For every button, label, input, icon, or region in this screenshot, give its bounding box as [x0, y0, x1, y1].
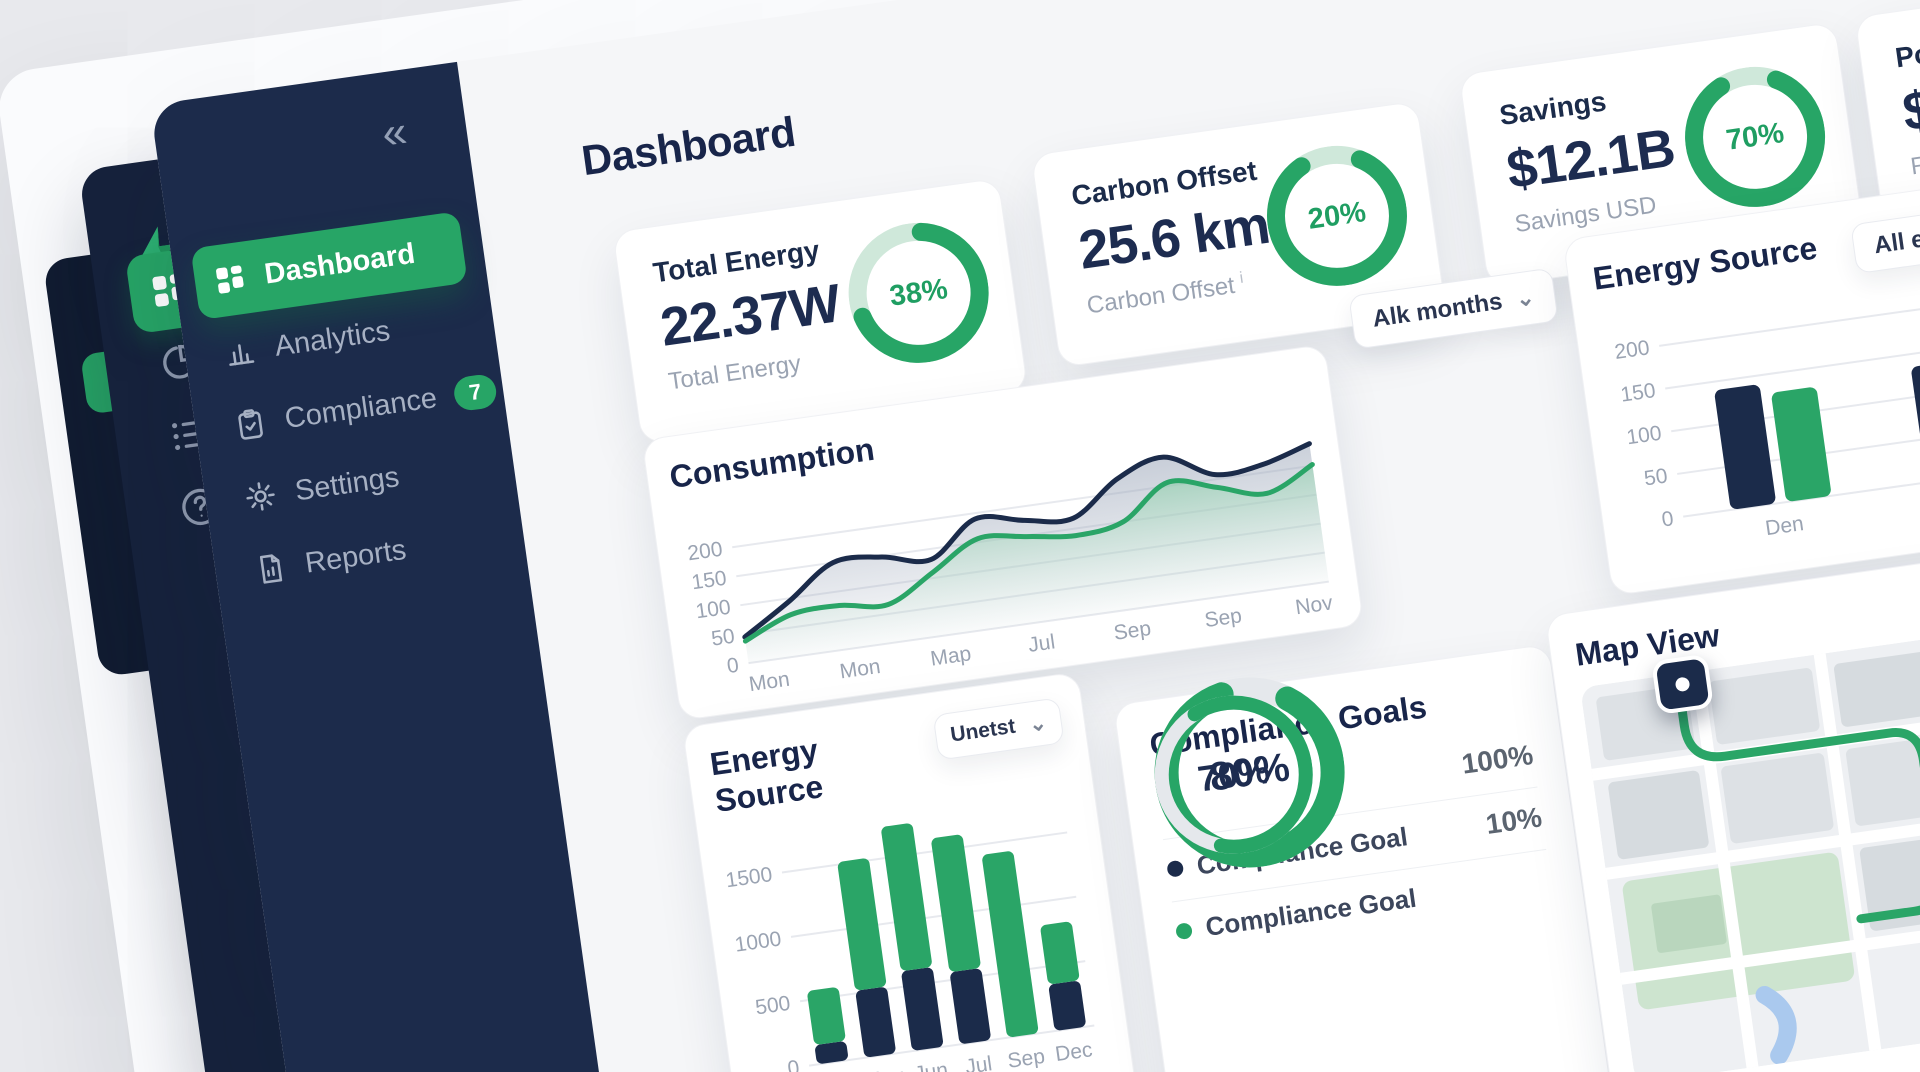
svg-text:150: 150 — [1619, 379, 1657, 407]
svg-text:0: 0 — [725, 654, 740, 678]
stat-card-savings: Savings $12.1B Savings USD 70% — [1458, 21, 1865, 288]
consumption-card: Consumption 0 50 100 150 200 Mon Mon Map Jul Sep S… — [641, 343, 1365, 722]
compliance-donuts: 80% 70% — [1154, 677, 1530, 868]
sidebar-item-label: Compliance — [282, 381, 439, 435]
sidebar: « Dashboard Analytics — [150, 61, 680, 1072]
svg-text:100: 100 — [694, 596, 732, 624]
svg-text:Mon: Mon — [838, 655, 882, 683]
energy-source-title: Energy Source — [707, 731, 826, 819]
sidebar-item-label: Reports — [303, 533, 409, 580]
energy-source-bottom-card: Energy Source Unetst ⌄ 050010001500JanMa… — [681, 671, 1148, 1072]
svg-text:150: 150 — [690, 567, 728, 595]
svg-text:Jun: Jun — [913, 1058, 950, 1072]
svg-text:Mon: Mon — [747, 668, 791, 696]
gear-icon — [241, 477, 279, 515]
svg-text:200: 200 — [686, 538, 724, 566]
svg-text:1000: 1000 — [733, 927, 782, 956]
energy-source-right-card: Energy Source All ener ⌄ 0 50 100 150 200 Den… — [1562, 131, 1920, 597]
energy-filter-label: All ener — [1872, 220, 1920, 260]
sidebar-item-label: Dashboard — [262, 237, 417, 291]
sidebar-item-reports[interactable]: Reports — [231, 500, 508, 609]
chevron-down-icon: ⌄ — [1027, 710, 1049, 737]
stat-card-total-energy: Total Energy 22.37W Total Energy 38% — [612, 177, 1029, 445]
savings-donut: 70% — [1676, 58, 1834, 216]
svg-text:Map: Map — [929, 642, 973, 670]
map-canvas[interactable] — [1580, 576, 1920, 1072]
svg-text:0: 0 — [786, 1056, 801, 1072]
chevron-down-icon: ⌄ — [1514, 284, 1537, 312]
dashboard-app-window: « Dashboard Analytics — [150, 0, 1920, 1072]
consumption-chart: 0 50 100 150 200 Mon Mon Map Jul Sep Sep Nov — [674, 414, 1340, 707]
source-filter-dropdown[interactable]: Unetst ⌄ — [932, 697, 1065, 761]
sidebar-nav: Dashboard Analytics Compliance 7 — [190, 211, 508, 609]
months-filter-label: Alk months — [1370, 287, 1505, 333]
compliance-badge: 7 — [452, 372, 499, 413]
carbon-offset-donut: 20% — [1258, 137, 1416, 295]
clipboard-check-icon — [231, 405, 269, 443]
svg-text:50: 50 — [710, 625, 736, 651]
energy-source-bar-chart: 050100150200DenJanDec — [1599, 219, 1920, 563]
svg-text:100: 100 — [1625, 422, 1663, 450]
sidebar-item-compliance[interactable]: Compliance 7 — [211, 356, 499, 465]
compliance-value-10: 10% — [1483, 801, 1544, 840]
stat-card-carbon-offset: Carbon Offset 25.6 km Carbon Offset i 20% — [1030, 100, 1447, 368]
svg-text:Dec: Dec — [1054, 1038, 1094, 1066]
legend-label: Compliance Goal — [1203, 882, 1419, 942]
svg-text:Sep: Sep — [1203, 604, 1243, 632]
energy-filter-dropdown[interactable]: All ener ⌄ — [1850, 201, 1920, 275]
stat-title: Pow — [1893, 34, 1920, 74]
svg-text:Sep: Sep — [1006, 1045, 1046, 1072]
compliance-donut-70: 70% — [1145, 685, 1323, 863]
svg-text:0: 0 — [1660, 507, 1675, 531]
svg-text:1500: 1500 — [724, 863, 773, 892]
sidebar-item-label: Analytics — [272, 314, 392, 363]
sidebar-item-label: Settings — [292, 460, 402, 507]
svg-text:Sep: Sep — [1112, 617, 1152, 645]
svg-text:Den: Den — [1764, 512, 1805, 540]
sidebar-item-analytics[interactable]: Analytics — [201, 283, 478, 392]
svg-text:Nov: Nov — [1294, 591, 1335, 619]
compliance-value-100: 100% — [1459, 739, 1535, 780]
legend-dot-green — [1174, 921, 1194, 940]
page-title: Dashboard — [578, 107, 799, 185]
document-report-icon — [252, 550, 290, 588]
svg-text:May: May — [862, 1065, 905, 1072]
map-pin-marker[interactable] — [1651, 653, 1715, 715]
bar-chart-icon — [221, 333, 259, 371]
sidebar-item-dashboard[interactable]: Dashboard — [190, 211, 468, 321]
compliance-goals-card: Compliance Goals 80% 70% 100% Complian — [1112, 643, 1617, 1072]
svg-text:500: 500 — [754, 992, 792, 1020]
sidebar-collapse-icon[interactable]: « — [378, 106, 411, 159]
energy-source-title: Energy Source — [1590, 229, 1820, 297]
info-icon: i — [1238, 269, 1245, 287]
grid-icon — [211, 260, 249, 298]
svg-text:Jul: Jul — [1027, 630, 1057, 657]
source-filter-label: Unetst — [948, 714, 1017, 747]
sidebar-item-settings[interactable]: Settings — [221, 428, 498, 537]
svg-text:Jul: Jul — [964, 1052, 994, 1072]
total-energy-donut: 38% — [840, 214, 998, 372]
energy-source-stacked-chart: 050010001500JanMayJunJulSepDec — [719, 781, 1109, 1072]
svg-text:50: 50 — [1643, 464, 1669, 490]
svg-text:200: 200 — [1613, 336, 1651, 364]
map-view-card: Map View — [1544, 497, 1920, 1072]
